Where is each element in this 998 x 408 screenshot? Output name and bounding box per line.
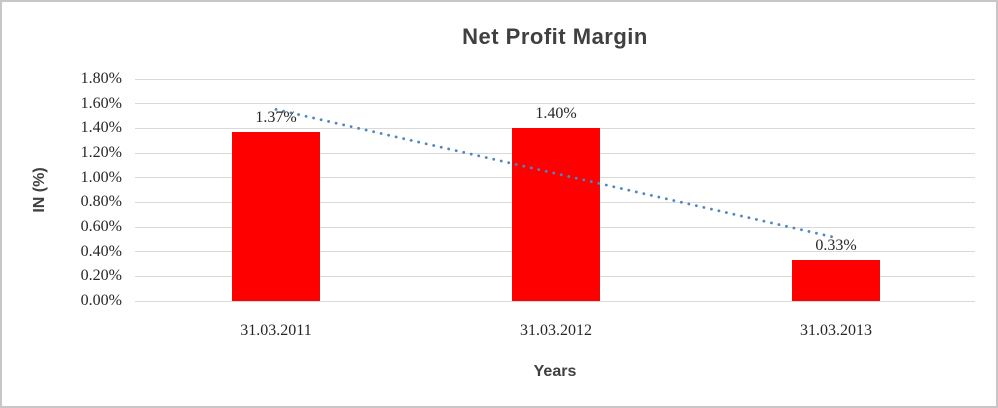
y-tick-label: 0.60% — [80, 218, 122, 235]
chart-title: Net Profit Margin — [462, 24, 648, 49]
bar-value-label: 1.40% — [535, 105, 577, 123]
x-category-label: 31.03.2012 — [520, 322, 592, 339]
bar-value-label: 0.33% — [815, 237, 857, 255]
y-tick-label: 1.20% — [80, 144, 122, 161]
y-tick-label: 0.20% — [80, 267, 122, 285]
gridline — [135, 300, 975, 302]
x-category-label: 31.03.2011 — [240, 322, 312, 339]
bar-value-label: 1.37% — [255, 109, 297, 127]
x-axis-title: Years — [533, 363, 577, 380]
y-tick-label: 0.80% — [80, 193, 122, 211]
y-tick-label: 0.40% — [80, 242, 122, 260]
x-category-label: 31.03.2013 — [800, 322, 872, 339]
y-tick-label: 0.00% — [80, 292, 122, 309]
gridline — [135, 78, 975, 80]
bar-31.03.2012 — [512, 128, 600, 301]
y-tick-label: 1.00% — [80, 168, 122, 186]
bar-31.03.2013 — [792, 260, 880, 301]
y-tick-label: 1.80% — [80, 70, 122, 87]
y-tick-label: 1.40% — [80, 119, 122, 137]
y-tick-label: 1.60% — [80, 94, 122, 112]
bar-31.03.2011 — [232, 132, 320, 301]
gridline — [135, 103, 975, 105]
